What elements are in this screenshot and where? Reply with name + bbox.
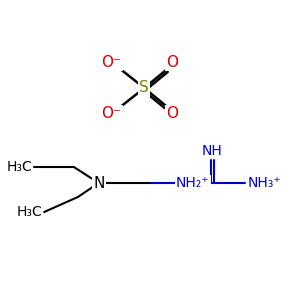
Text: O⁻: O⁻ xyxy=(101,106,122,121)
Text: O: O xyxy=(166,55,178,70)
Text: NH₂⁺: NH₂⁺ xyxy=(176,176,209,190)
Text: H₃C: H₃C xyxy=(16,205,42,219)
Text: H₃C: H₃C xyxy=(7,160,32,174)
Text: NH: NH xyxy=(201,144,222,158)
Text: O: O xyxy=(166,106,178,121)
Text: S: S xyxy=(140,80,149,95)
Text: O⁻: O⁻ xyxy=(101,55,122,70)
Text: NH₃⁺: NH₃⁺ xyxy=(248,176,281,190)
Text: N: N xyxy=(93,176,104,190)
